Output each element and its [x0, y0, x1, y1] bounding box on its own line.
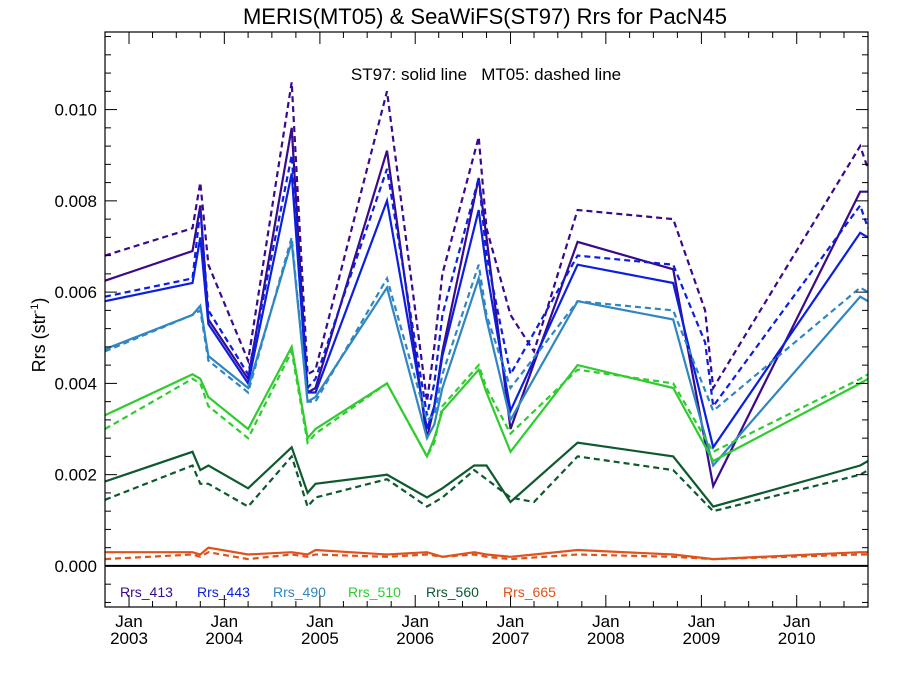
- x-tick-label-year: 2009: [682, 629, 720, 648]
- legend: Rrs_413 Rrs_443 Rrs_490 Rrs_510 Rrs_560 Rrs_6…: [120, 584, 556, 600]
- x-tick-label-month: Jan: [115, 612, 142, 631]
- axes-layer: 0.0000.0020.0040.0060.0080.010Jan2003Jan…: [54, 31, 869, 648]
- series-line-rrs-413-mt05: [104, 82, 870, 402]
- legend-entry-rrs-413: Rrs_413: [120, 584, 173, 600]
- legend-entry-rrs-443: Rrs_443: [197, 584, 250, 600]
- x-tick-label-year: 2010: [778, 629, 816, 648]
- y-tick-label: 0.004: [54, 374, 97, 393]
- x-tick-label-month: Jan: [402, 612, 429, 631]
- series-line-rrs-490-mt05: [104, 237, 869, 422]
- y-axis-label: Rrs (str-1): [29, 298, 49, 373]
- legend-entry-rrs-510: Rrs_510: [348, 584, 401, 600]
- series-line-rrs-665-mt05: [104, 551, 868, 561]
- x-tick-label-month: Jan: [592, 612, 619, 631]
- x-tick-label-year: 2006: [396, 629, 434, 648]
- series-layer: [104, 82, 870, 561]
- y-tick-label: 0.008: [54, 192, 97, 211]
- x-tick-label-year: 2005: [301, 629, 339, 648]
- line-style-annotation: ST97: solid line MT05: dashed line: [351, 65, 621, 84]
- x-tick-label-month: Jan: [211, 612, 238, 631]
- series-line-rrs-665-st97: [105, 546, 868, 561]
- chart-title: MERIS(MT05) & SeaWiFS(ST97) Rrs for PacN…: [243, 4, 727, 29]
- x-tick-label-month: Jan: [497, 612, 524, 631]
- series-line-rrs-510-st97: [104, 343, 869, 463]
- legend-entry-rrs-665: Rrs_665: [503, 584, 556, 600]
- series-line-rrs-490-st97: [104, 241, 869, 468]
- y-axis-label-main: Rrs (str: [29, 313, 49, 372]
- y-tick-label: 0.002: [54, 466, 97, 485]
- legend-entry-rrs-490: Rrs_490: [273, 584, 326, 600]
- y-tick-label: 0.000: [54, 557, 97, 576]
- legend-entry-rrs-560: Rrs_560: [426, 584, 479, 600]
- x-tick-label-month: Jan: [306, 612, 333, 631]
- x-tick-label-month: Jan: [688, 612, 715, 631]
- series-line-rrs-413-st97: [104, 127, 868, 490]
- x-tick-label-month: Jan: [783, 612, 810, 631]
- y-tick-label: 0.006: [54, 283, 97, 302]
- x-tick-label-year: 2004: [205, 629, 243, 648]
- series-line-rrs-560-st97: [104, 441, 869, 508]
- y-axis-label-close: ): [29, 298, 49, 304]
- series-line-rrs-443-mt05: [104, 154, 870, 416]
- series-line-rrs-510-mt05: [104, 347, 869, 459]
- x-tick-label-year: 2007: [492, 629, 530, 648]
- x-tick-label-year: 2008: [587, 629, 625, 648]
- y-tick-label: 0.010: [54, 101, 97, 120]
- x-tick-label-year: 2003: [110, 629, 148, 648]
- series-line-rrs-560-mt05: [104, 454, 869, 513]
- y-axis-label-superscript: -1: [29, 304, 41, 314]
